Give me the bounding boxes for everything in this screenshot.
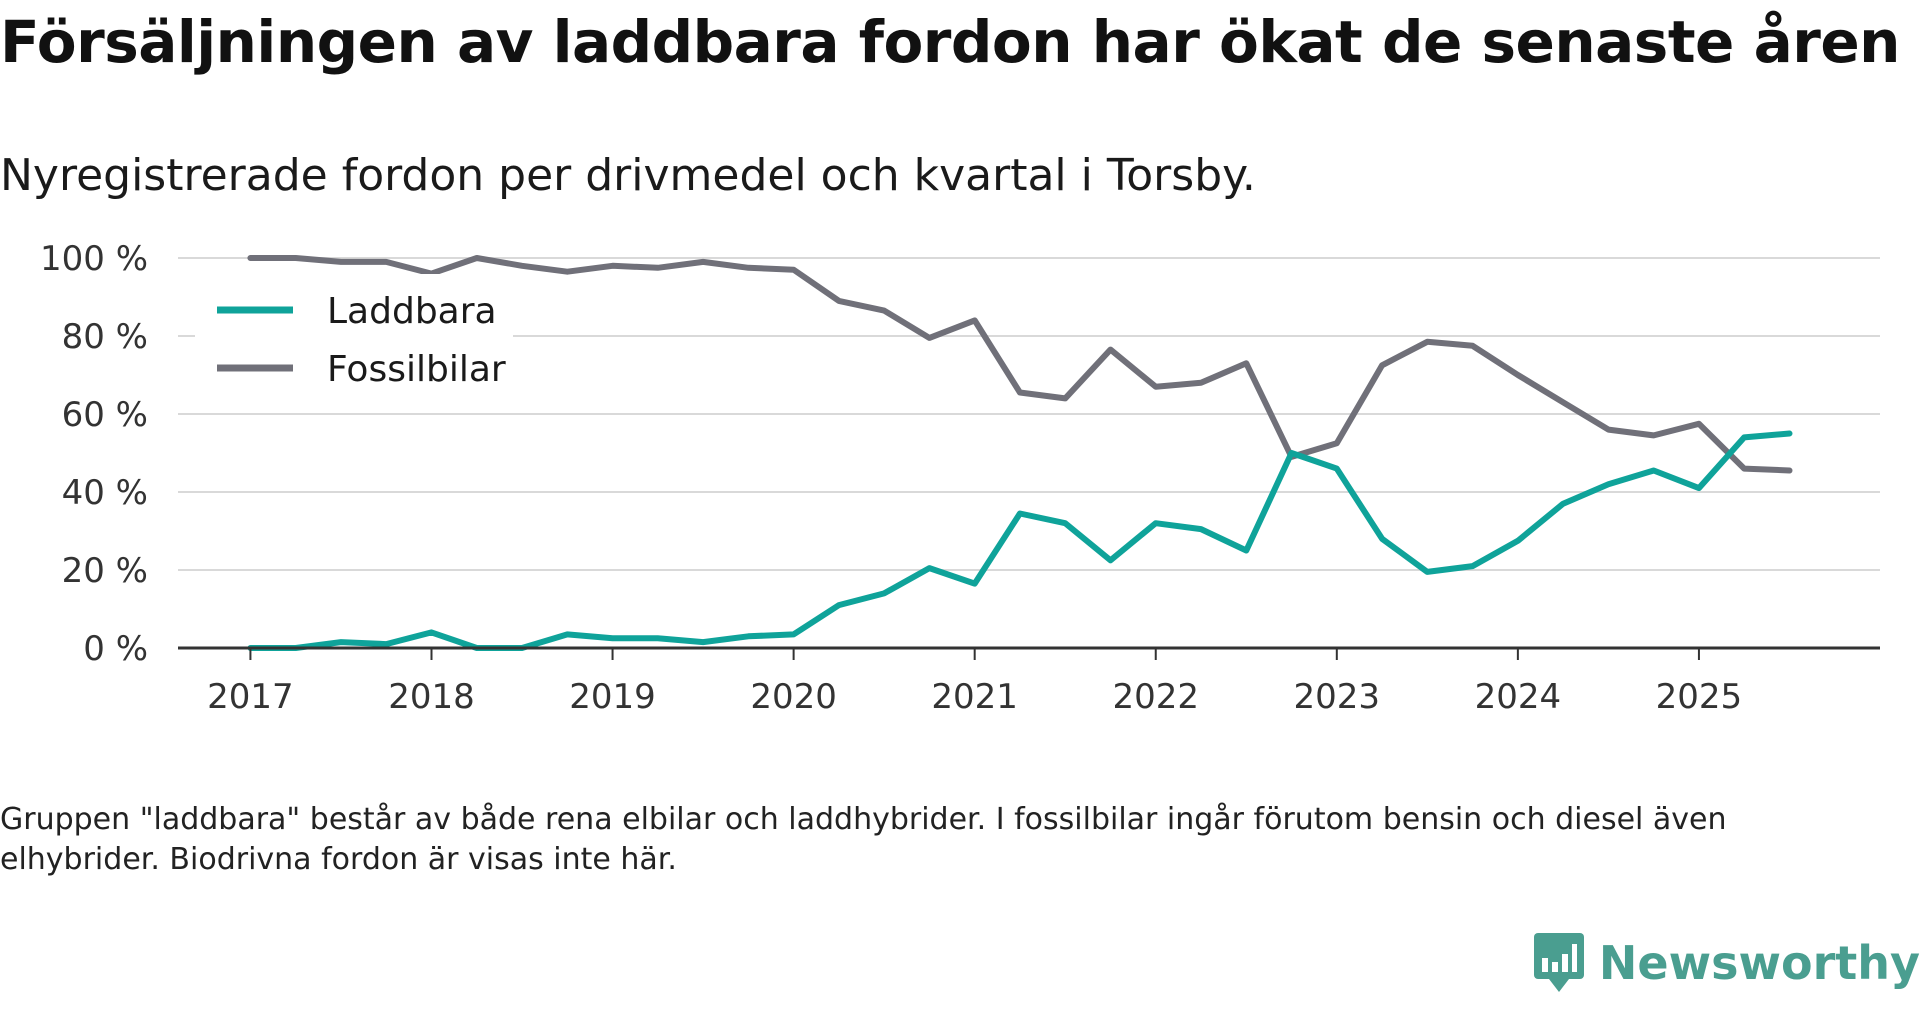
x-tick-label: 2021 bbox=[931, 677, 1018, 717]
legend-label: Fossilbilar bbox=[327, 349, 506, 390]
y-tick-label: 0 % bbox=[83, 629, 148, 669]
legend-layer: Laddbara Fossilbilar bbox=[195, 274, 513, 404]
y-tick-label: 20 % bbox=[62, 551, 148, 591]
x-tick-label: 2017 bbox=[207, 677, 294, 717]
newsworthy-logo: Newsworthy bbox=[1533, 918, 1920, 1008]
x-tick-label: 2025 bbox=[1656, 677, 1743, 717]
y-tick-label: 100 % bbox=[40, 239, 148, 279]
chart-title: Försäljningen av laddbara fordon har öka… bbox=[0, 8, 1900, 76]
x-tick-label: 2024 bbox=[1475, 677, 1562, 717]
legend-label: Laddbara bbox=[327, 291, 497, 332]
x-tick-label: 2019 bbox=[569, 677, 656, 717]
legend-background bbox=[195, 274, 513, 404]
y-tick-label: 60 % bbox=[62, 395, 148, 435]
series-line-laddbara bbox=[247, 430, 1793, 651]
y-tick-label: 40 % bbox=[62, 473, 148, 513]
chart-subtitle: Nyregistrerade fordon per drivmedel och … bbox=[0, 150, 1256, 201]
line-chart: 0 % 20 % 40 % 60 % 80 % 100 % 2017 2018 2019 2020… bbox=[40, 239, 1880, 717]
newsworthy-chart-icon bbox=[1533, 933, 1584, 992]
series-line-fossilbilar bbox=[247, 255, 1793, 474]
x-tick-label: 2020 bbox=[750, 677, 837, 717]
brand-name: Newsworthy bbox=[1598, 936, 1920, 990]
x-tick-label: 2018 bbox=[388, 677, 475, 717]
chart-footnote: Gruppen "laddbara" består av både rena e… bbox=[0, 802, 1727, 877]
x-tick-label: 2023 bbox=[1294, 677, 1381, 717]
x-tick-label: 2022 bbox=[1112, 677, 1199, 717]
y-tick-label: 80 % bbox=[62, 317, 148, 357]
axis-layer: 0 % 20 % 40 % 60 % 80 % 100 % 2017 2018 2019 2020… bbox=[40, 239, 1880, 717]
